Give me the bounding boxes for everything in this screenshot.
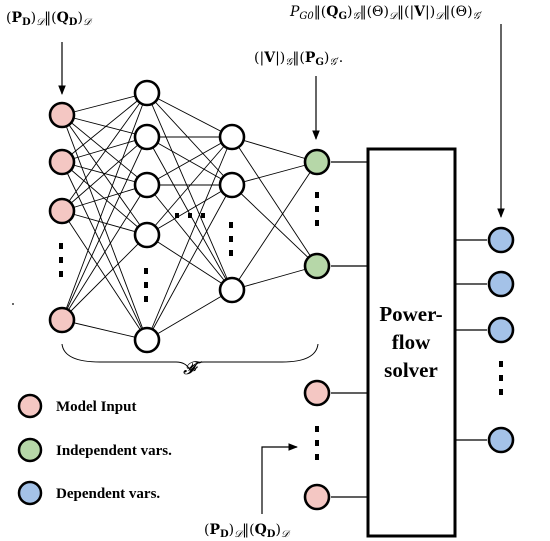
network-edge [61,114,148,186]
network-edge [146,136,233,236]
network-edge [61,210,148,341]
input-node [48,148,76,176]
network-edge [231,161,318,291]
independent-node [303,252,331,280]
network-brace [61,343,319,372]
legend-dependent-label: Dependent vars. [56,486,160,502]
network-edge [61,92,148,321]
network-edge [146,92,233,186]
solver-label-line-1: Power- [379,302,442,326]
network-edge [231,265,318,291]
network-edge [61,114,148,138]
independent-layer-ellipsis [315,192,319,226]
network-edge [61,92,148,163]
network-edge [146,136,233,341]
network-edge [146,289,233,341]
stray-mark [12,303,14,305]
network-edge [61,184,148,321]
hidden1-node [133,221,161,249]
network-edge [146,136,233,186]
dependent-vars-top-label: PG0‖(QG)𝒢‖(Θ)𝒟‖(|V|)𝒟‖(Θ)𝒢′ [289,4,483,22]
dependent-node [487,270,515,298]
dependent-node [487,426,515,454]
model-input-top-label: (PD)𝒟‖(QD)𝒟 [6,10,93,28]
network-edge [61,319,148,341]
hidden1-node [133,79,161,107]
legend-dependent-swatch [17,480,43,506]
network-edge [61,136,148,321]
legend-model-input-swatch [17,393,43,419]
solver-label-line-3: solver [384,358,438,382]
bottom-input-ellipsis [315,426,319,460]
hidden-layer1-ellipsis [144,268,148,302]
network-edge [146,184,233,236]
input-node [48,101,76,129]
network-edge [61,234,148,321]
hidden1-node [133,326,161,354]
ellipsis-dots [59,192,503,460]
network-edge [61,136,148,212]
independent-node [303,148,331,176]
network-edge [146,92,233,138]
network-edge [61,161,148,236]
network-edge [61,92,148,116]
network-edge [231,161,318,186]
network-function-symbol: 𝓕 [183,358,203,379]
network-edge [61,210,148,236]
dependent-layer-ellipsis [499,361,503,395]
legend-independent-label: Independent vars. [56,443,172,459]
hidden-layer2-ellipsis [229,222,233,256]
hidden1-node [133,171,161,199]
hidden2-node [218,171,246,199]
network-edge [231,136,318,267]
legend-model-input-label: Model Input [56,399,136,415]
bottom-input-node [303,483,331,511]
network-edge [146,184,233,341]
network-nodes [48,79,515,511]
network-connections [61,92,318,341]
network-edge [61,92,148,212]
dependent-node [487,316,515,344]
legend-independent-swatch [17,437,43,463]
network-edge [61,136,148,163]
hidden2-node [218,276,246,304]
hidden1-node [133,123,161,151]
input-node [48,197,76,225]
model-input-bottom-label: (PD)𝒟‖(QD)𝒟 [204,522,291,540]
hidden-layer-horizontal-ellipsis [175,213,205,218]
network-edge [231,136,318,163]
bottom-input-node [303,379,331,407]
hidden2-node [218,123,246,151]
network-edge [61,114,148,236]
powerflow-solver-box [366,147,457,538]
legend: Model Input Independent vars. Dependent … [17,393,172,506]
network-edge [61,184,148,212]
network-edge [146,92,233,291]
solver-label-line-2: flow [392,330,431,354]
dependent-node [487,226,515,254]
input-node [48,306,76,334]
model-input-bottom-arrow [261,443,298,514]
independent-vars-top-label: (|V|)𝒢‖(PG)𝒢′. [254,50,343,68]
input-layer-ellipsis [59,243,63,277]
